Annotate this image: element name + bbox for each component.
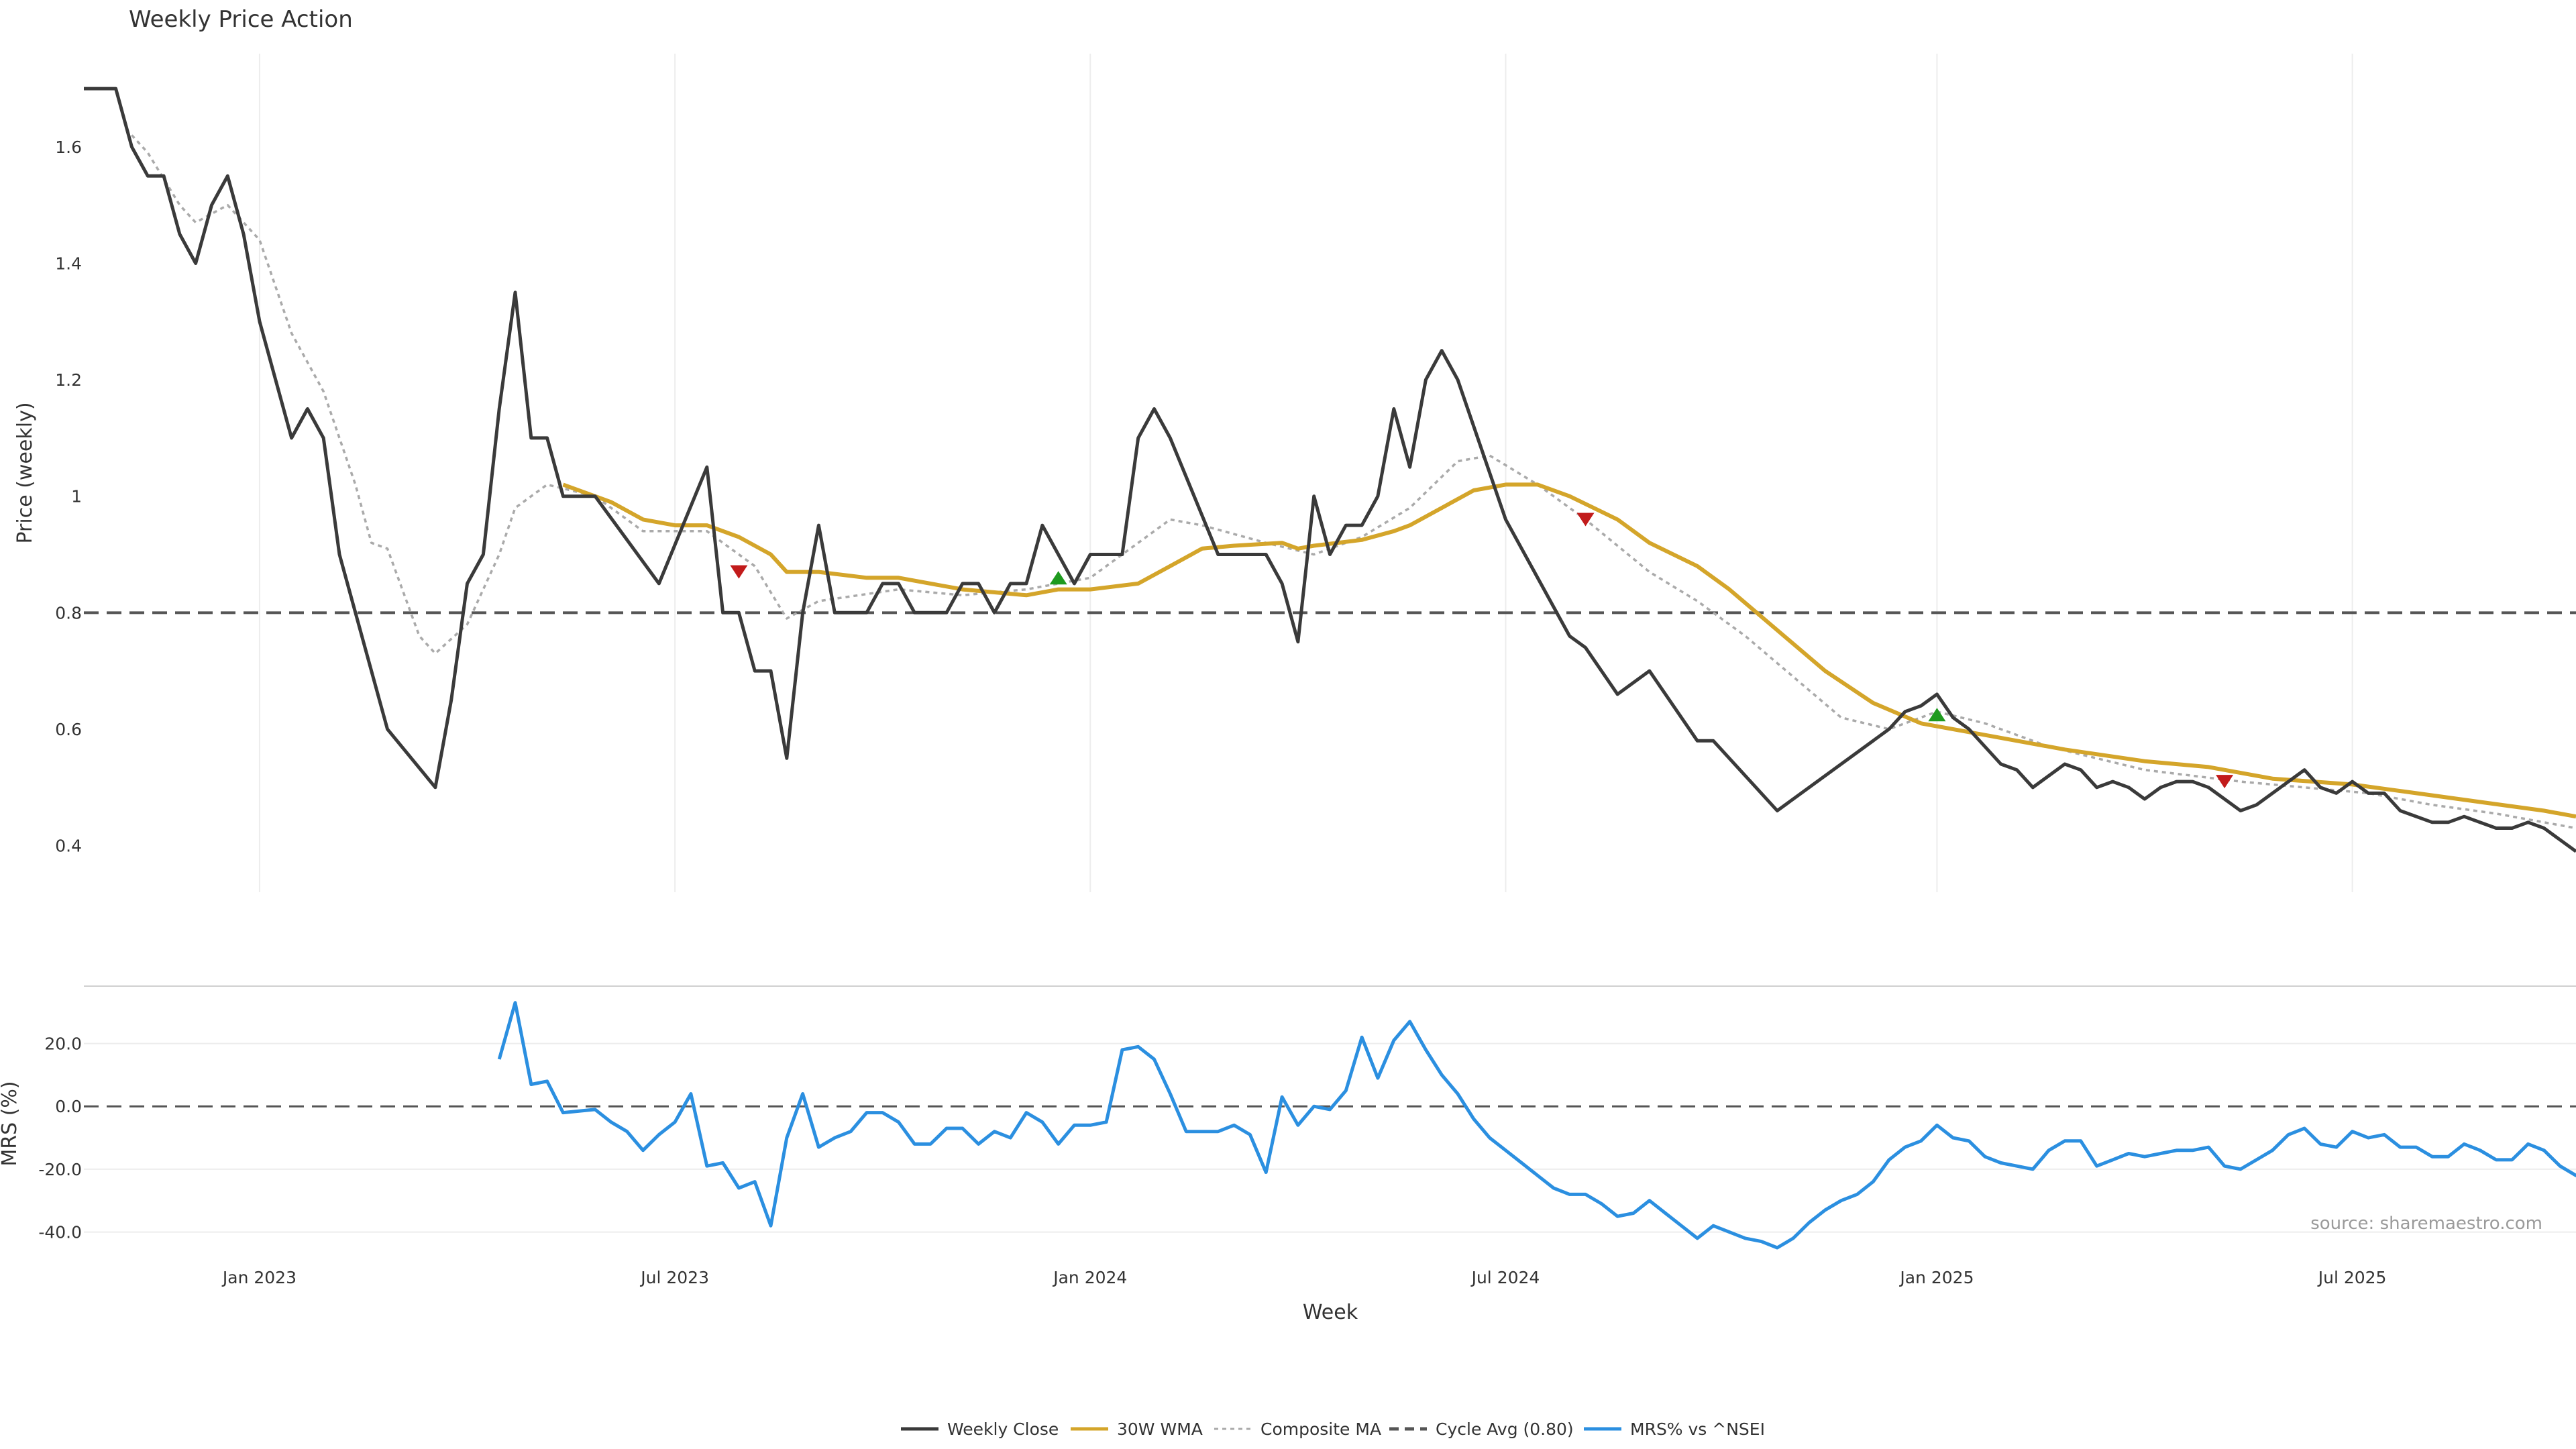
legend-label-weekly-close: Weekly Close — [947, 1419, 1059, 1439]
x-tick-jan-2025: Jan 2025 — [1898, 1268, 1974, 1287]
price-y-tick-0-8: 0.8 — [55, 603, 82, 623]
mrs-panel: 20.0 0.0 -20.0 -40.0 — [38, 1001, 2576, 1250]
weekly-close-line — [84, 87, 2576, 853]
price-y-tick-0-6: 0.6 — [55, 720, 82, 739]
price-y-axis-label: Price (weekly) — [13, 402, 37, 543]
mrs-y-tick-20-0: 20.0 — [44, 1034, 82, 1054]
mrs-y-tick-20-0: -20.0 — [38, 1160, 82, 1179]
sell-signal-marker-1 — [730, 565, 748, 579]
buy-signal-marker-2 — [1049, 571, 1067, 585]
mrs-y-axis-label: MRS (%) — [0, 1081, 21, 1166]
mrs-y-tick-0-0: 0.0 — [55, 1097, 82, 1116]
signal-markers — [730, 513, 2234, 789]
mrs-y-tick-40-0: -40.0 — [38, 1223, 82, 1242]
chart-title: Weekly Price Action — [129, 6, 353, 33]
x-tick-jan-2024: Jan 2024 — [1052, 1268, 1127, 1287]
legend-label-30w-wma: 30W WMA — [1117, 1419, 1203, 1439]
x-tick-jul-2025: Jul 2025 — [2317, 1268, 2387, 1287]
source-attribution: source: sharemaestro.com — [2310, 1214, 2542, 1234]
legend: Weekly Close 30W WMA Composite MA Cycle Avg… — [901, 1419, 1765, 1439]
mrs-series — [84, 1001, 2576, 1250]
mrs-gridlines — [84, 1042, 2576, 1233]
mrs-line — [497, 1001, 2576, 1250]
legend-label-mrs-vs-nsei: MRS% vs ^NSEI — [1630, 1419, 1765, 1439]
price-y-tick-0-4: 0.4 — [55, 837, 82, 856]
x-axis-ticks: Jan 2023 Jul 2023 Jan 2024 Jul 2024 Jan 2025… — [221, 1268, 2387, 1287]
price-y-ticks: 0.4 0.6 0.8 1 1.2 1.4 1.6 — [55, 138, 82, 856]
mrs-y-ticks: 20.0 0.0 -20.0 -40.0 — [38, 1034, 82, 1242]
x-tick-jul-2024: Jul 2024 — [1470, 1268, 1540, 1287]
sell-signal-marker-3 — [1576, 513, 1595, 527]
price-panel: 0.4 0.6 0.8 1 1.2 1.4 1.6 — [55, 54, 2576, 892]
x-tick-jan-2023: Jan 2023 — [221, 1268, 297, 1287]
x-axis-label: Week — [1303, 1301, 1358, 1324]
30w-wma-line — [562, 482, 2576, 819]
price-y-tick-1-6: 1.6 — [55, 138, 82, 157]
composite-ma-line — [131, 134, 2576, 830]
x-tick-jul-2023: Jul 2023 — [639, 1268, 709, 1287]
buy-signal-marker-4 — [1928, 708, 1946, 722]
price-y-tick-1: 1 — [71, 487, 82, 506]
price-y-tick-1-2: 1.2 — [55, 370, 82, 390]
price-y-tick-1-4: 1.4 — [55, 254, 82, 274]
sell-signal-marker-5 — [2216, 775, 2234, 789]
price-series — [84, 87, 2576, 853]
price-gridlines — [258, 54, 2353, 892]
legend-label-composite-ma: Composite MA — [1260, 1419, 1381, 1439]
legend-label-cycle-avg-0-80: Cycle Avg (0.80) — [1436, 1419, 1574, 1439]
